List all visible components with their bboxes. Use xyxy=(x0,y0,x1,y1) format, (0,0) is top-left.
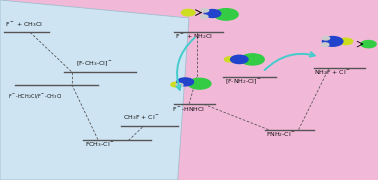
Circle shape xyxy=(322,36,330,40)
Text: F$^-$-HNHCl: F$^-$-HNHCl xyxy=(172,105,205,113)
Circle shape xyxy=(181,9,195,16)
Circle shape xyxy=(339,38,353,45)
Circle shape xyxy=(177,78,194,86)
Text: FNH$_2$-Cl$^-$: FNH$_2$-Cl$^-$ xyxy=(266,130,297,139)
Circle shape xyxy=(241,54,264,65)
Text: FCH$_3$-Cl$^-$: FCH$_3$-Cl$^-$ xyxy=(85,141,115,149)
Text: F$^-$ + NH$_2$Cl: F$^-$ + NH$_2$Cl xyxy=(175,33,213,41)
Circle shape xyxy=(201,8,209,12)
Text: [F-NH$_2$-Cl]$^-$: [F-NH$_2$-Cl]$^-$ xyxy=(225,78,262,86)
Text: F$^-$ + CH$_3$Cl: F$^-$ + CH$_3$Cl xyxy=(5,20,43,29)
Circle shape xyxy=(171,82,181,87)
Text: [F-CH$_3$-Cl]$^-$: [F-CH$_3$-Cl]$^-$ xyxy=(76,60,113,68)
Text: F$^-$-HCH$_2$Cl/F$^-$-CH$_3$Cl: F$^-$-HCH$_2$Cl/F$^-$-CH$_3$Cl xyxy=(8,92,62,101)
Circle shape xyxy=(321,43,329,46)
Polygon shape xyxy=(0,0,189,180)
Circle shape xyxy=(176,83,183,87)
Circle shape xyxy=(322,37,343,46)
Text: CH$_3$F + Cl$^-$: CH$_3$F + Cl$^-$ xyxy=(123,114,160,122)
Circle shape xyxy=(361,40,376,48)
Circle shape xyxy=(214,9,238,20)
Circle shape xyxy=(231,55,248,64)
Circle shape xyxy=(188,78,211,89)
Circle shape xyxy=(200,15,208,19)
Circle shape xyxy=(225,57,235,62)
Circle shape xyxy=(204,10,221,17)
Text: NH$_2$F + Cl$^-$: NH$_2$F + Cl$^-$ xyxy=(314,69,352,77)
